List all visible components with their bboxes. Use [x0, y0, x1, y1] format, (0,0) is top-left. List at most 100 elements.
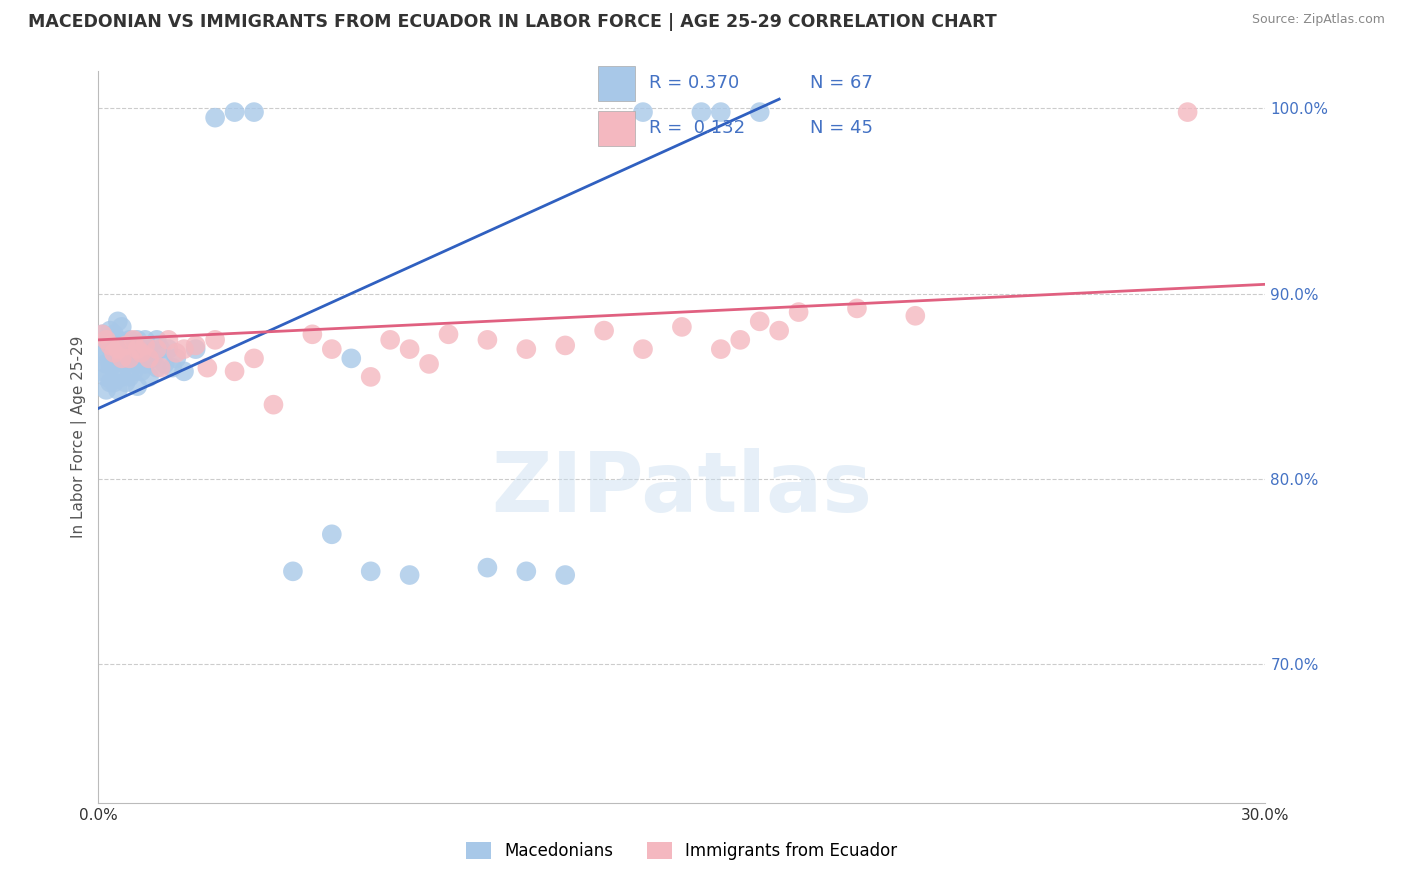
Point	[224, 105, 246, 120]
Point	[165, 346, 187, 360]
Text: Source: ZipAtlas.com: Source: ZipAtlas.com	[1251, 13, 1385, 27]
Point	[129, 364, 152, 378]
Point	[153, 357, 176, 371]
Point	[98, 357, 121, 371]
Point	[114, 376, 136, 390]
Point	[593, 324, 616, 338]
Text: MACEDONIAN VS IMMIGRANTS FROM ECUADOR IN LABOR FORCE | AGE 25-29 CORRELATION CHA: MACEDONIAN VS IMMIGRANTS FROM ECUADOR IN…	[28, 13, 997, 31]
Point	[96, 370, 118, 384]
Point	[107, 364, 129, 378]
Point	[321, 527, 343, 541]
Point	[107, 383, 129, 397]
Point	[710, 342, 733, 356]
Bar	[598, 66, 634, 101]
Point	[149, 360, 172, 375]
Text: R = 0.370: R = 0.370	[650, 75, 740, 93]
Point	[477, 560, 499, 574]
Point	[98, 324, 121, 338]
Text: R =  0.132: R = 0.132	[650, 120, 745, 137]
Point	[127, 333, 149, 347]
Point	[98, 338, 121, 352]
Point	[398, 342, 420, 356]
Point	[118, 370, 141, 384]
Point	[398, 568, 420, 582]
Point	[631, 342, 654, 356]
Point	[118, 333, 141, 347]
Point	[146, 342, 169, 356]
Point	[129, 342, 152, 356]
Point	[768, 324, 790, 338]
Point	[134, 338, 156, 352]
Point	[96, 346, 118, 360]
Point	[96, 357, 118, 371]
Point	[157, 342, 180, 356]
Point	[111, 319, 134, 334]
Point	[787, 305, 810, 319]
Point	[103, 342, 125, 356]
Point	[142, 351, 165, 366]
Point	[134, 357, 156, 371]
Point	[243, 105, 266, 120]
Point	[1177, 105, 1199, 120]
Point	[91, 327, 114, 342]
Point	[204, 333, 226, 347]
Point	[165, 351, 187, 366]
Point	[91, 327, 114, 342]
Point	[281, 565, 304, 579]
Point	[173, 342, 195, 356]
Point	[111, 370, 134, 384]
Point	[134, 333, 156, 347]
Point	[96, 383, 118, 397]
Point	[360, 565, 382, 579]
Point	[162, 360, 184, 375]
Point	[243, 351, 266, 366]
Point	[114, 342, 136, 356]
Point	[96, 333, 118, 347]
Point	[554, 568, 576, 582]
Point	[195, 360, 218, 375]
Point	[184, 338, 207, 352]
Point	[846, 301, 869, 316]
Point	[107, 346, 129, 360]
Point	[127, 379, 149, 393]
Point	[380, 333, 402, 347]
Point	[98, 376, 121, 390]
Point	[748, 105, 770, 120]
Point	[184, 342, 207, 356]
Point	[91, 364, 114, 378]
Text: N = 67: N = 67	[810, 75, 873, 93]
Point	[515, 342, 537, 356]
Point	[118, 351, 141, 366]
Point	[554, 338, 576, 352]
Point	[111, 351, 134, 366]
Point	[114, 338, 136, 352]
Point	[111, 351, 134, 366]
Point	[157, 333, 180, 347]
Text: ZIPatlas: ZIPatlas	[492, 448, 872, 529]
Point	[114, 357, 136, 371]
Point	[127, 357, 149, 371]
Point	[631, 105, 654, 120]
Bar	[598, 112, 634, 145]
Y-axis label: In Labor Force | Age 25-29: In Labor Force | Age 25-29	[72, 336, 87, 538]
Point	[138, 370, 160, 384]
Point	[690, 105, 713, 120]
Point	[301, 327, 323, 342]
Point	[129, 346, 152, 360]
Point	[107, 342, 129, 356]
Point	[360, 370, 382, 384]
Point	[173, 364, 195, 378]
Point	[515, 565, 537, 579]
Point	[340, 351, 363, 366]
Point	[111, 334, 134, 349]
Point	[146, 333, 169, 347]
Point	[107, 333, 129, 347]
Point	[904, 309, 927, 323]
Point	[122, 333, 145, 347]
Point	[127, 342, 149, 356]
Point	[748, 314, 770, 328]
Point	[418, 357, 440, 371]
Point	[224, 364, 246, 378]
Point	[122, 346, 145, 360]
Point	[107, 314, 129, 328]
